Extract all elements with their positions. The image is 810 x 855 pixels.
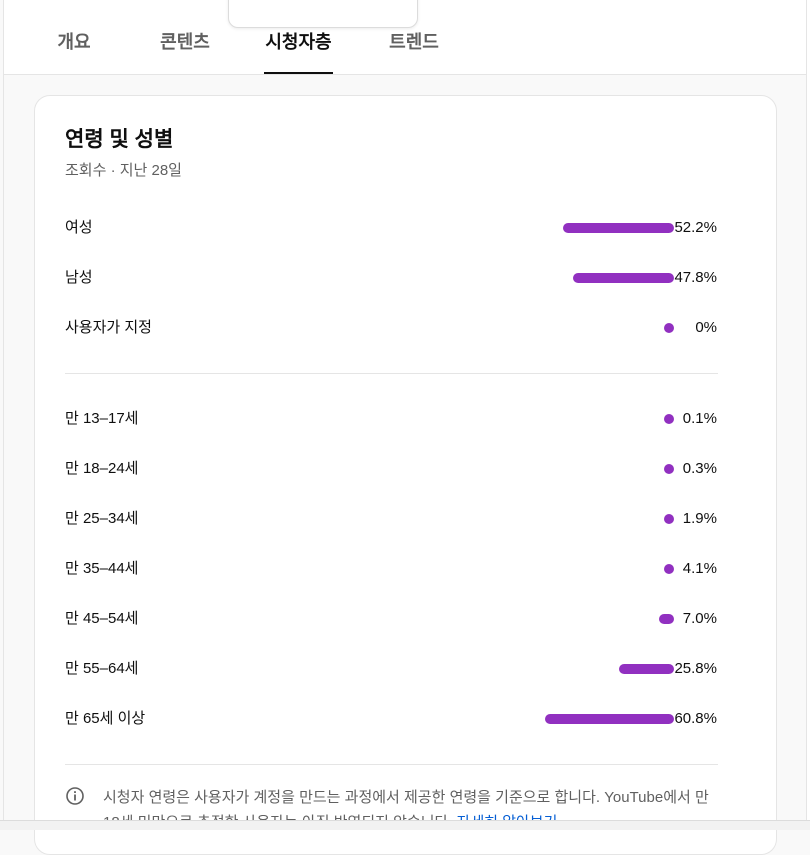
age-bar bbox=[664, 414, 674, 424]
gender-row: 여성 52.2% bbox=[65, 216, 717, 240]
gender-label: 여성 bbox=[65, 219, 93, 236]
age-bar bbox=[664, 464, 674, 474]
age-value: 25.8% bbox=[674, 660, 717, 677]
age-value: 0.1% bbox=[682, 410, 717, 427]
gender-label: 남성 bbox=[65, 269, 93, 286]
age-row: 만 55–64세 25.8% bbox=[65, 657, 717, 681]
gender-row: 사용자가 지정 0% bbox=[65, 316, 717, 340]
card-subtitle: 조회수 · 지난 28일 bbox=[65, 162, 182, 179]
age-row: 만 25–34세 1.9% bbox=[65, 507, 717, 531]
age-label: 만 18–24세 bbox=[65, 460, 139, 477]
gender-value: 47.8% bbox=[674, 269, 717, 286]
age-row: 만 13–17세 0.1% bbox=[65, 407, 717, 431]
age-value: 7.0% bbox=[682, 610, 717, 627]
gender-bar bbox=[664, 323, 674, 333]
age-value: 4.1% bbox=[682, 560, 717, 577]
age-bar bbox=[664, 514, 674, 524]
tab-content[interactable]: 콘텐츠 bbox=[160, 32, 210, 52]
gender-label: 사용자가 지정 bbox=[65, 319, 152, 336]
section-divider bbox=[65, 373, 718, 374]
tab-overview[interactable]: 개요 bbox=[57, 32, 91, 52]
footer-divider bbox=[65, 764, 718, 765]
gender-value: 0% bbox=[695, 319, 717, 336]
gender-value: 52.2% bbox=[674, 219, 717, 236]
gender-bar bbox=[572, 273, 674, 283]
age-value: 60.8% bbox=[674, 710, 717, 727]
bottom-edge bbox=[0, 820, 810, 830]
age-gender-card: 연령 및 성별 조회수 · 지난 28일 여성 52.2% 남성 47.8% 사용자가 … bbox=[34, 95, 777, 855]
age-row: 만 45–54세 7.0% bbox=[65, 607, 717, 631]
age-label: 만 35–44세 bbox=[65, 560, 139, 577]
gender-row: 남성 47.8% bbox=[65, 266, 717, 290]
info-icon bbox=[66, 787, 84, 805]
age-bar bbox=[619, 664, 674, 674]
popup-menu-edge bbox=[228, 0, 418, 28]
age-bar bbox=[664, 564, 674, 574]
left-divider bbox=[3, 0, 4, 829]
tab-audience[interactable]: 시청자층 bbox=[264, 28, 333, 74]
age-label: 만 65세 이상 bbox=[65, 710, 146, 727]
age-bar bbox=[545, 714, 674, 724]
gender-bar bbox=[563, 223, 674, 233]
age-row: 만 18–24세 0.3% bbox=[65, 457, 717, 481]
age-label: 만 55–64세 bbox=[65, 660, 139, 677]
age-label: 만 25–34세 bbox=[65, 510, 139, 527]
card-title: 연령 및 성별 bbox=[65, 128, 174, 151]
right-scroll-edge bbox=[806, 0, 810, 829]
age-value: 1.9% bbox=[682, 510, 717, 527]
age-bar bbox=[659, 614, 674, 624]
age-row: 만 65세 이상 60.8% bbox=[65, 707, 717, 731]
age-label: 만 13–17세 bbox=[65, 410, 139, 427]
tab-trends[interactable]: 트렌드 bbox=[389, 32, 439, 52]
age-row: 만 35–44세 4.1% bbox=[65, 557, 717, 581]
age-label: 만 45–54세 bbox=[65, 610, 139, 627]
age-value: 0.3% bbox=[682, 460, 717, 477]
